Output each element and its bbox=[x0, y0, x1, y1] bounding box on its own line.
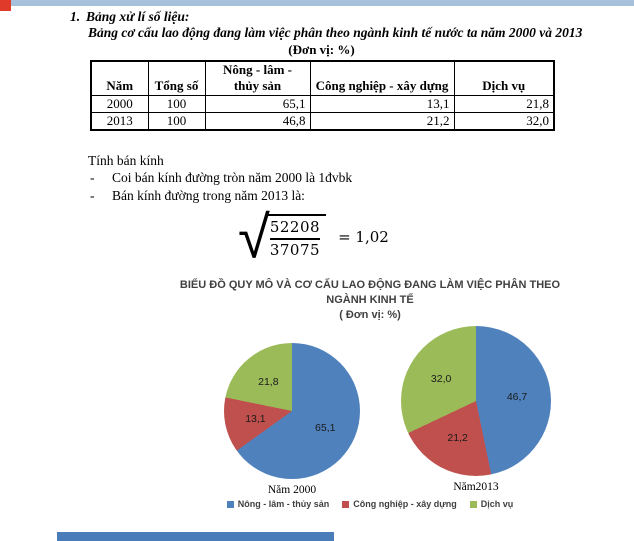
legend-swatch bbox=[469, 500, 477, 508]
pie-slice-label: 32,0 bbox=[430, 372, 452, 385]
cell-year: 2000 bbox=[90, 94, 149, 113]
table-header-row: Năm Tổng số Nông - lâm - thủy sản Công n… bbox=[90, 60, 555, 96]
document-body: 1. Bảng xử lí số liệu: Bảng cơ cấu lao độ… bbox=[0, 9, 634, 272]
cell-services: 32,0 bbox=[453, 111, 555, 130]
cell-agriculture: 46,8 bbox=[204, 111, 311, 130]
chart-legend: Nông - lâm - thủy sản Công nghiệp - xây d… bbox=[150, 499, 590, 509]
legend-item: Dịch vụ bbox=[469, 499, 514, 509]
bullet-text: Bán kính đường trong năm 2013 là: bbox=[112, 187, 305, 203]
pies-area: 65,1 13,1 21,8 Năm 2000 46,7 21,2 32,0 Năm20… bbox=[150, 326, 590, 498]
pie-slice-label: 46,7 bbox=[506, 390, 528, 403]
header-tong-so: Tổng số bbox=[147, 60, 206, 96]
table-row: 2000 100 65,1 13,1 21,8 bbox=[90, 94, 555, 113]
legend-label: Nông - lâm - thủy sản bbox=[237, 499, 330, 509]
heading-number: 1. bbox=[70, 9, 81, 24]
legend-swatch bbox=[226, 500, 234, 508]
chart-title: BIỂU ĐỒ QUY MÔ VÀ CƠ CẤU LAO ĐỘNG ĐANG L… bbox=[179, 279, 561, 306]
header-dich-vu: Dịch vụ bbox=[453, 60, 555, 96]
legend-swatch bbox=[342, 500, 350, 508]
bullet-item: - Coi bán kính đường tròn năm 2000 là 1đv… bbox=[90, 169, 634, 187]
radical-sign: √ bbox=[238, 201, 270, 272]
cell-year: 2013 bbox=[90, 111, 149, 130]
legend-item: Công nghiệp - xây dựng bbox=[342, 499, 457, 509]
header-cong-nghiep: Công nghiệp - xây dựng bbox=[309, 60, 455, 96]
bottom-blue-bar bbox=[57, 532, 334, 541]
pie-caption-2013: Năm2013 bbox=[453, 481, 499, 493]
fraction-bar bbox=[269, 237, 321, 240]
cell-total: 100 bbox=[147, 94, 206, 113]
bullet-item: - Bán kính đường trong năm 2013 là: bbox=[90, 187, 634, 205]
cell-industry: 21,2 bbox=[309, 111, 455, 130]
pie-2000: 65,1 13,1 21,8 bbox=[224, 343, 360, 479]
legend-label: Dịch vụ bbox=[480, 499, 514, 509]
legend-label: Công nghiệp - xây dựng bbox=[353, 499, 457, 509]
radicand: 52208 37075 bbox=[266, 213, 327, 260]
pie-slice-label: 21,2 bbox=[447, 431, 468, 444]
heading-text: Bảng xử lí số liệu: bbox=[86, 9, 190, 24]
red-corner-mark bbox=[0, 0, 11, 11]
pie-slice-label: 21,8 bbox=[258, 376, 279, 389]
top-toolbar-strip bbox=[0, 0, 634, 6]
pie-block-2000: 65,1 13,1 21,8 Năm 2000 bbox=[224, 343, 360, 496]
fraction: 52208 37075 bbox=[269, 217, 321, 260]
formula-result: = 1,02 bbox=[338, 227, 389, 246]
header-nam: Năm bbox=[90, 60, 149, 96]
cell-agriculture: 65,1 bbox=[204, 94, 311, 113]
pie-slice-label: 65,1 bbox=[315, 422, 336, 435]
chart-subtitle: ( Đơn vị: %) bbox=[339, 309, 401, 321]
bullet-dash: - bbox=[90, 169, 95, 185]
header-nong-lam: Nông - lâm - thủy sản bbox=[204, 60, 311, 96]
table-row: 2013 100 46,8 21,2 32,0 bbox=[90, 111, 555, 130]
heading-line: 1. Bảng xử lí số liệu: bbox=[0, 9, 634, 25]
cell-industry: 13,1 bbox=[309, 94, 455, 113]
pie-slice-label: 13,1 bbox=[245, 412, 266, 425]
bullet-dash: - bbox=[90, 187, 95, 203]
pie-caption-2000: Năm 2000 bbox=[267, 484, 317, 496]
cell-services: 21,8 bbox=[453, 94, 555, 113]
radius-section-title: Tính bán kính bbox=[88, 152, 164, 168]
unit-note: (Đơn vị: %) bbox=[288, 42, 355, 57]
bullet-text: Coi bán kính đường tròn năm 2000 là 1đvb… bbox=[112, 169, 353, 185]
cell-total: 100 bbox=[147, 111, 206, 130]
pie-2013: 46,7 21,2 32,0 bbox=[401, 326, 551, 476]
fraction-denominator: 37075 bbox=[269, 240, 321, 259]
radius-formula: √ 52208 37075 = 1,02 bbox=[238, 201, 634, 272]
labor-structure-table: Năm Tổng số Nông - lâm - thủy sản Công n… bbox=[90, 60, 555, 131]
table-caption: Bảng cơ cấu lao động đang làm việc phân … bbox=[88, 25, 583, 40]
pie-chart-figure: BIỂU ĐỒ QUY MÔ VÀ CƠ CẤU LAO ĐỘNG ĐANG L… bbox=[150, 278, 590, 509]
legend-item: Nông - lâm - thủy sản bbox=[226, 499, 330, 509]
fraction-numerator: 52208 bbox=[269, 217, 321, 236]
pie-block-2013: 46,7 21,2 32,0 Năm2013 bbox=[401, 326, 551, 493]
